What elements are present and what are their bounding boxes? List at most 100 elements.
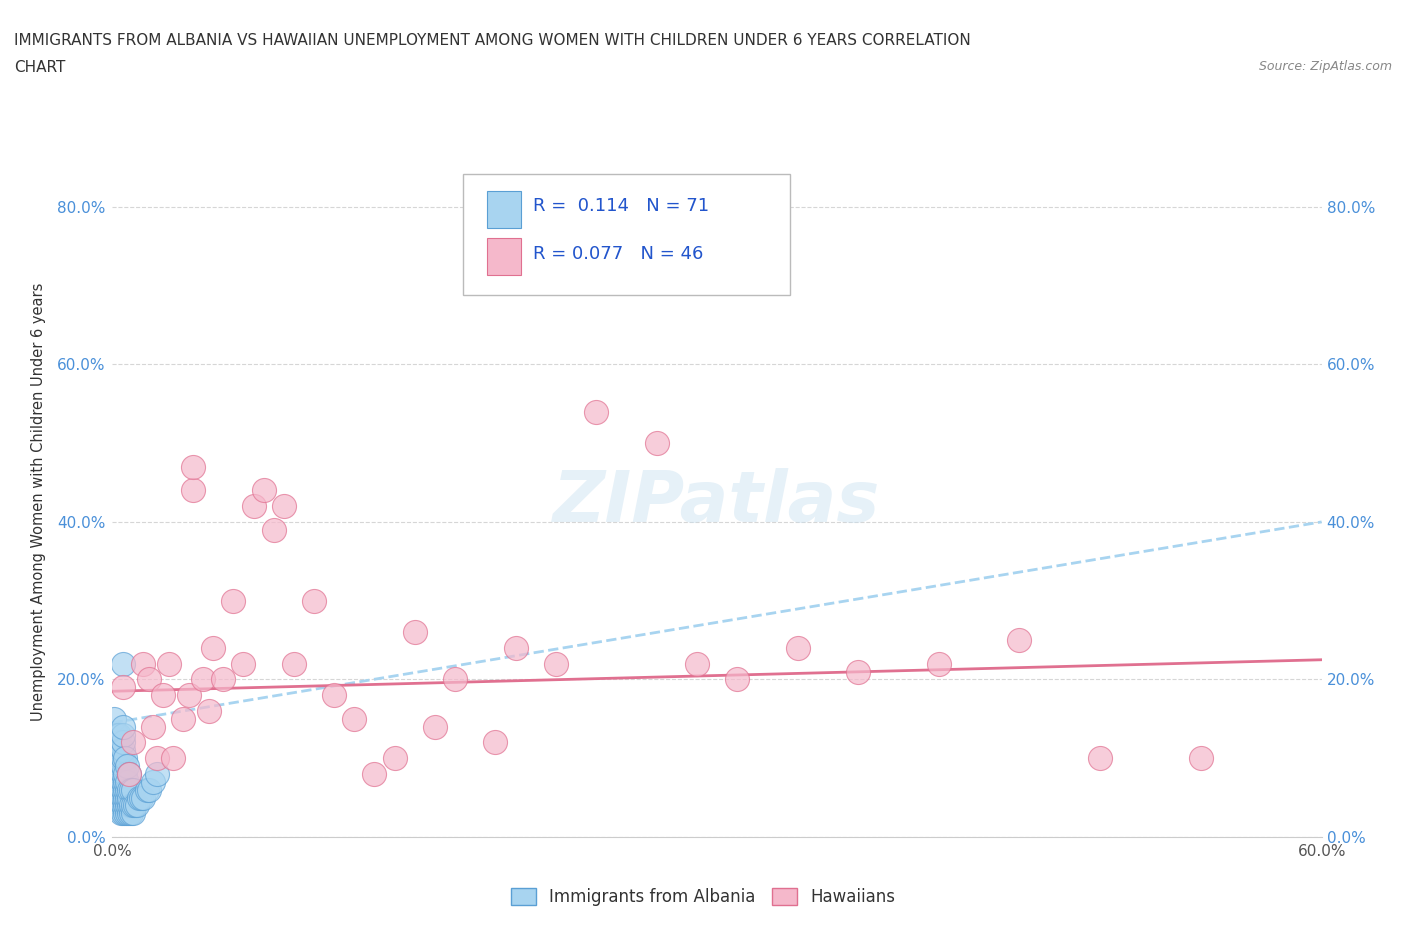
Text: R =  0.114   N = 71: R = 0.114 N = 71 xyxy=(533,197,710,215)
Point xyxy=(114,806,136,821)
Point xyxy=(585,405,607,419)
Point xyxy=(384,751,406,765)
Point xyxy=(111,806,134,821)
Point xyxy=(191,672,214,687)
Point xyxy=(111,759,134,774)
Point xyxy=(686,657,709,671)
Point xyxy=(107,782,129,797)
Point xyxy=(115,775,138,790)
Point xyxy=(1008,632,1031,647)
Point xyxy=(146,751,169,765)
Point xyxy=(110,775,132,790)
Point xyxy=(111,680,134,695)
Point xyxy=(363,766,385,781)
Point xyxy=(111,727,134,742)
Point xyxy=(107,790,129,805)
Point xyxy=(110,790,132,805)
Point xyxy=(121,735,143,750)
Point xyxy=(107,766,129,781)
Point xyxy=(114,790,136,805)
Point xyxy=(115,782,138,797)
Point xyxy=(242,498,264,513)
Point xyxy=(114,775,136,790)
FancyBboxPatch shape xyxy=(488,238,522,274)
Point xyxy=(107,727,129,742)
Point xyxy=(110,806,132,821)
Point xyxy=(138,782,160,797)
Point xyxy=(117,806,139,821)
Point xyxy=(107,759,129,774)
Y-axis label: Unemployment Among Women with Children Under 6 years: Unemployment Among Women with Children U… xyxy=(31,283,46,722)
Point xyxy=(114,751,136,765)
Point xyxy=(111,751,134,765)
Point xyxy=(157,657,180,671)
Point xyxy=(928,657,950,671)
Point xyxy=(135,782,157,797)
Point xyxy=(725,672,748,687)
Text: Source: ZipAtlas.com: Source: ZipAtlas.com xyxy=(1258,60,1392,73)
Text: IMMIGRANTS FROM ALBANIA VS HAWAIIAN UNEMPLOYMENT AMONG WOMEN WITH CHILDREN UNDER: IMMIGRANTS FROM ALBANIA VS HAWAIIAN UNEM… xyxy=(14,33,970,47)
Point xyxy=(114,798,136,813)
Point xyxy=(107,743,129,758)
Point xyxy=(544,657,567,671)
Point xyxy=(129,790,152,805)
Point xyxy=(110,759,132,774)
Point xyxy=(121,806,143,821)
Text: CHART: CHART xyxy=(14,60,66,75)
Point xyxy=(177,688,200,703)
Point xyxy=(111,790,134,805)
Point xyxy=(1088,751,1111,765)
FancyBboxPatch shape xyxy=(488,191,522,228)
Point xyxy=(117,766,139,781)
Point xyxy=(120,782,142,797)
Point xyxy=(202,641,225,656)
Point xyxy=(302,593,325,608)
Point xyxy=(645,435,668,450)
Point xyxy=(111,775,134,790)
Point xyxy=(152,688,174,703)
Point xyxy=(114,782,136,797)
Text: R = 0.077   N = 46: R = 0.077 N = 46 xyxy=(533,246,703,263)
Point xyxy=(111,798,134,813)
Point xyxy=(114,766,136,781)
Point xyxy=(132,790,155,805)
Point xyxy=(343,711,366,726)
Point xyxy=(172,711,194,726)
Point xyxy=(103,711,125,726)
Point xyxy=(142,775,165,790)
Point xyxy=(107,751,129,765)
Point xyxy=(115,806,138,821)
Point xyxy=(128,790,150,805)
Point xyxy=(212,672,235,687)
Point xyxy=(120,798,142,813)
Point xyxy=(121,782,143,797)
Text: ZIPatlas: ZIPatlas xyxy=(554,468,880,537)
Point xyxy=(117,766,139,781)
Point xyxy=(105,766,128,781)
Point xyxy=(846,664,869,679)
Point xyxy=(121,798,143,813)
Point xyxy=(181,483,204,498)
Point xyxy=(146,766,169,781)
Point xyxy=(111,657,134,671)
Point xyxy=(111,766,134,781)
Point xyxy=(107,798,129,813)
Point xyxy=(198,703,221,718)
Point xyxy=(232,657,254,671)
Point xyxy=(120,806,142,821)
Point xyxy=(142,719,165,734)
Point xyxy=(115,790,138,805)
Point xyxy=(117,790,139,805)
Point xyxy=(105,751,128,765)
Point xyxy=(786,641,808,656)
Point xyxy=(125,798,148,813)
Point xyxy=(505,641,527,656)
Point xyxy=(222,593,245,608)
Point xyxy=(110,766,132,781)
Point xyxy=(115,759,138,774)
FancyBboxPatch shape xyxy=(463,174,790,295)
Point xyxy=(115,798,138,813)
Point xyxy=(103,751,125,765)
Point xyxy=(110,782,132,797)
Point xyxy=(105,798,128,813)
